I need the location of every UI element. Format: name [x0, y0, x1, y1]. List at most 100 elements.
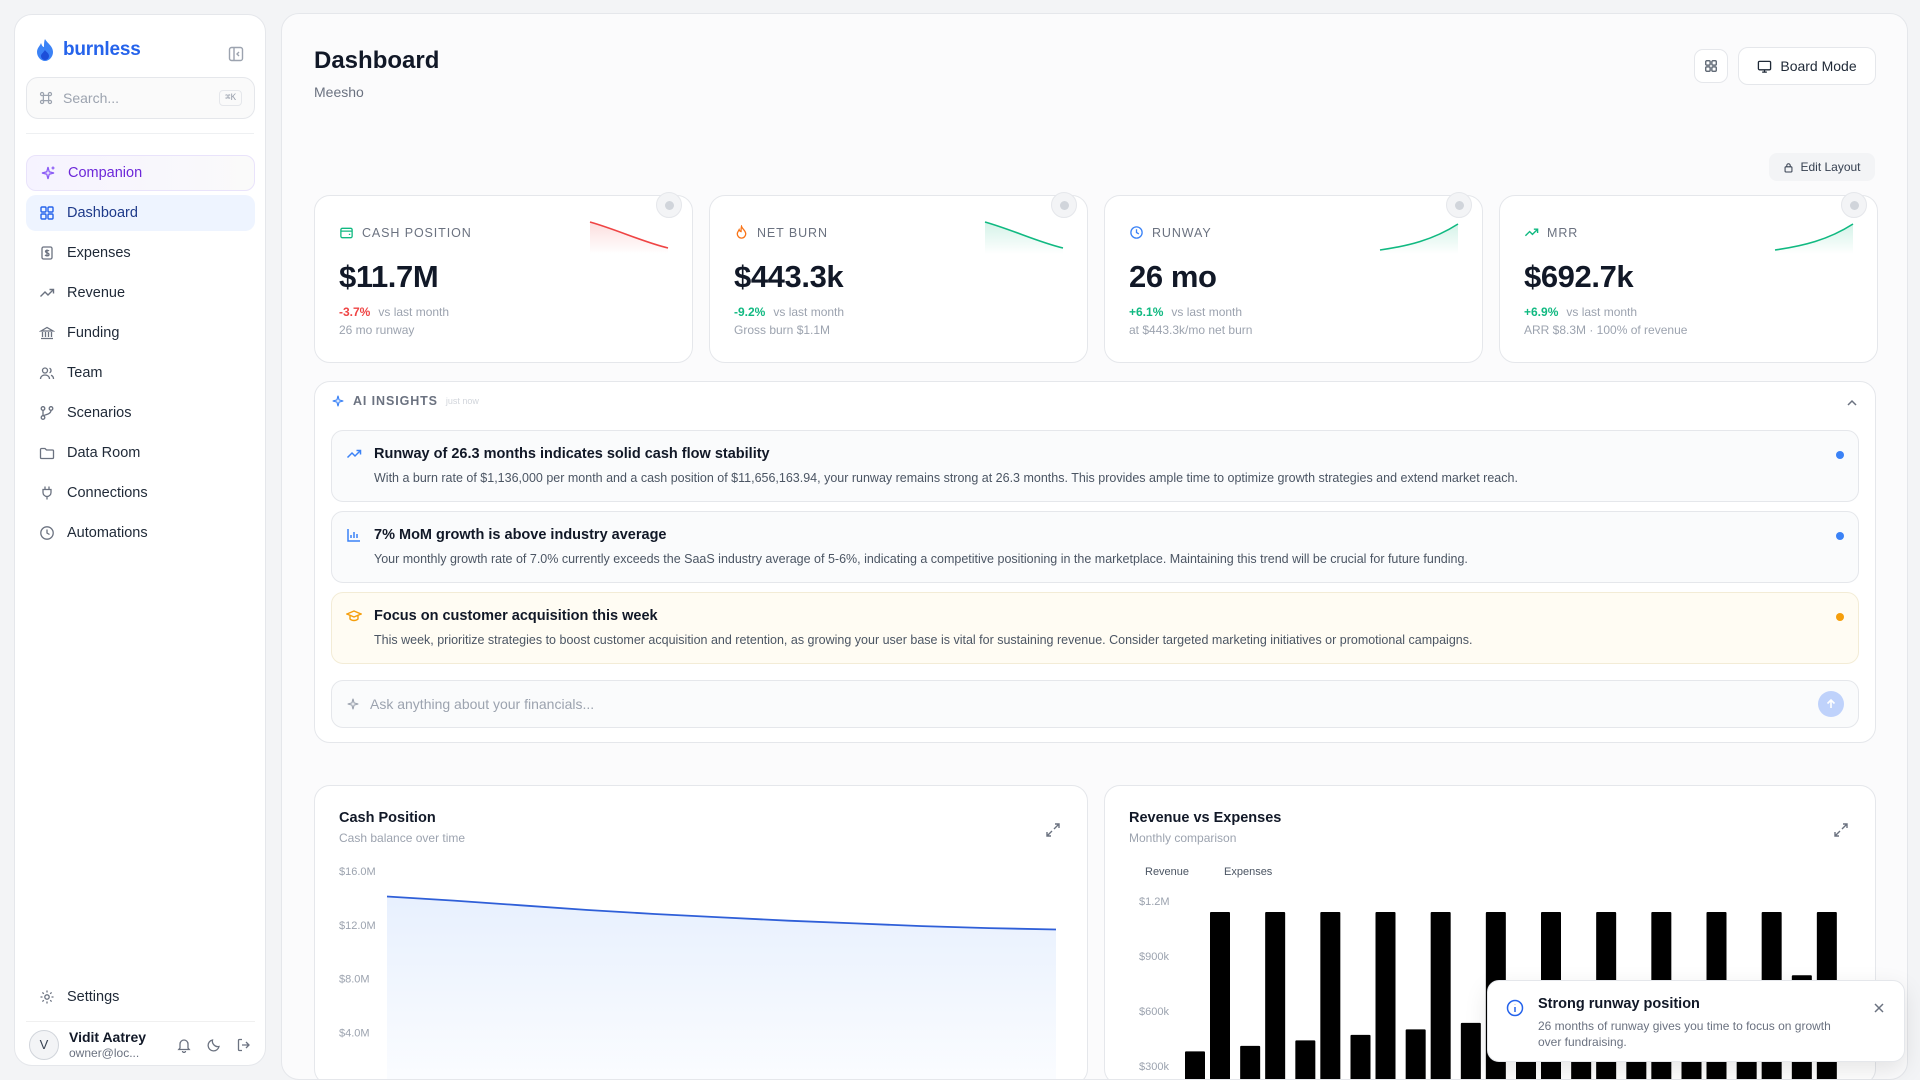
sparkline-line: [984, 221, 1064, 249]
sidebar-item-scenarios[interactable]: Scenarios: [26, 395, 255, 431]
ai-insights-title: AI INSIGHTS: [353, 394, 438, 408]
sidebar-item-funding[interactable]: Funding: [26, 315, 255, 351]
kpi-label: MRR: [1524, 225, 1578, 240]
send-button[interactable]: [1818, 691, 1844, 717]
cash-position-chart: $16.0M $12.0M $8.0M $4.0M: [339, 866, 1057, 1079]
cash-line: [386, 895, 1057, 931]
edit-layout-label: Edit Layout: [1800, 160, 1861, 174]
expand-icon[interactable]: [1833, 822, 1849, 838]
sidebar-item-expenses[interactable]: Expenses: [26, 235, 255, 271]
revenue-bar: [1405, 1029, 1426, 1079]
kpi-delta-value: -9.2%: [734, 305, 766, 319]
bell-icon[interactable]: [176, 1037, 192, 1053]
y-tick-label: $4.0M: [339, 1027, 370, 1039]
sidebar: burnless Search... ⌘K Companion Dashboar…: [14, 14, 266, 1066]
sparkline-area: [1380, 224, 1458, 254]
pin-button[interactable]: [1051, 192, 1077, 218]
kpi-value: $11.7M: [339, 259, 439, 294]
expand-icon[interactable]: [1045, 822, 1061, 838]
kpi-card-cash-position[interactable]: CASH POSITION $11.7M -3.7% vs last month …: [314, 192, 693, 363]
insight-title: Focus on customer acquisition this week: [374, 608, 658, 624]
user-info[interactable]: Vidit Aatrey owner@loc...: [69, 1029, 166, 1060]
user-name: Vidit Aatrey: [69, 1028, 147, 1045]
revenue-bar: [1295, 1040, 1316, 1079]
sidebar-item-companion[interactable]: Companion: [26, 155, 255, 191]
search-placeholder: Search...: [63, 90, 120, 106]
kpi-sparkline: [1774, 223, 1854, 254]
gear-icon: [40, 990, 54, 1004]
flame-icon: [736, 225, 747, 239]
pin-icon: [1454, 200, 1464, 210]
clock-icon: [40, 526, 54, 540]
expense-bar: [1320, 912, 1341, 1079]
sparkline-area: [985, 222, 1063, 254]
sparkles-icon: [347, 698, 359, 710]
sparkline-line: [1379, 223, 1459, 251]
insight-card[interactable]: Runway of 26.3 months indicates solid ca…: [331, 430, 1859, 502]
y-tick-label: $16.0M: [339, 866, 376, 878]
close-icon[interactable]: [1872, 1001, 1886, 1015]
kpi-sparkline: [589, 221, 669, 254]
kpi-card-mrr[interactable]: MRR $692.7k +6.9% vs last month ARR $8.3M…: [1499, 192, 1878, 363]
edit-layout-button[interactable]: Edit Layout: [1769, 153, 1875, 181]
user-email: owner@loc...: [69, 1045, 140, 1060]
kpi-card-net-burn[interactable]: NET BURN $443.3k -9.2% vs last month Gros…: [709, 192, 1088, 363]
kpi-label: CASH POSITION: [339, 225, 472, 240]
moon-icon[interactable]: [206, 1037, 222, 1053]
logout-icon[interactable]: [236, 1037, 252, 1053]
kpi-sparkline: [984, 221, 1064, 254]
sidebar-item-dashboard[interactable]: Dashboard: [26, 195, 255, 231]
sidebar-settings: Settings: [26, 979, 255, 1019]
avatar[interactable]: V: [29, 1029, 59, 1060]
graduation-cap-icon: [346, 610, 362, 622]
trend-up-icon: [1524, 228, 1539, 237]
pin-button[interactable]: [656, 192, 682, 218]
branch-icon: [40, 406, 54, 420]
page-subtitle: Meesho: [314, 84, 364, 100]
insight-card[interactable]: Focus on customer acquisition this week …: [331, 592, 1859, 664]
search-input[interactable]: Search... ⌘K: [26, 77, 255, 119]
kpi-footnote: at $443.3k/mo net burn: [1129, 323, 1253, 337]
pin-button[interactable]: [1446, 192, 1472, 218]
sidebar-item-label: Scenarios: [67, 405, 132, 421]
users-icon: [39, 367, 55, 380]
kpi-delta-text: vs last month: [1566, 305, 1638, 319]
ask-financials-input[interactable]: Ask anything about your financials...: [331, 680, 1859, 728]
chevron-up-icon[interactable]: [1845, 396, 1859, 410]
sidebar-item-label: Settings: [67, 989, 120, 1005]
sidebar-item-automations[interactable]: Automations: [26, 515, 255, 551]
brand-name: burnless: [63, 39, 141, 60]
kpi-delta: -9.2% vs last month: [734, 305, 844, 319]
y-tick-label: $600k: [1139, 1006, 1169, 1018]
layout-grid-button[interactable]: [1694, 49, 1728, 83]
sidebar-item-team[interactable]: Team: [26, 355, 255, 391]
user-profile: V Vidit Aatrey owner@loc...: [26, 1021, 255, 1067]
kpi-delta: +6.9% vs last month: [1524, 305, 1637, 319]
cash-area: [387, 896, 1056, 1079]
board-mode-button[interactable]: Board Mode: [1738, 47, 1876, 85]
cash-position-chart-card: Cash Position Cash balance over time $16…: [314, 785, 1088, 1079]
insight-text: With a burn rate of $1,136,000 per month…: [374, 471, 1518, 485]
pin-button[interactable]: [1841, 192, 1867, 218]
brand[interactable]: burnless: [35, 33, 141, 67]
insight-card[interactable]: 7% MoM growth is above industry average …: [331, 511, 1859, 583]
insight-status-dot: [1836, 613, 1844, 621]
kpi-card-runway[interactable]: RUNWAY 26 mo +6.1% vs last month at $443.…: [1104, 192, 1483, 363]
arrow-up-icon: [1826, 698, 1836, 708]
legend-label: Expenses: [1224, 866, 1273, 878]
collapse-sidebar-icon[interactable]: [227, 45, 245, 63]
toast-text: 26 months of runway gives you time to fo…: [1538, 1019, 1831, 1050]
sidebar-item-data-room[interactable]: Data Room: [26, 435, 255, 471]
sidebar-item-label: Automations: [67, 525, 148, 541]
sidebar-item-revenue[interactable]: Revenue: [26, 275, 255, 311]
pin-icon: [1059, 200, 1069, 210]
ask-placeholder: Ask anything about your financials...: [370, 696, 595, 712]
sparkline-area: [590, 222, 668, 254]
sidebar-item-connections[interactable]: Connections: [26, 475, 255, 511]
kpi-delta-text: vs last month: [378, 305, 450, 319]
folder-icon: [39, 447, 55, 460]
user-actions: [176, 1037, 252, 1053]
sidebar-item-settings[interactable]: Settings: [26, 979, 255, 1015]
y-tick-label: $300k: [1139, 1061, 1169, 1073]
kpi-delta-text: vs last month: [1171, 305, 1243, 319]
